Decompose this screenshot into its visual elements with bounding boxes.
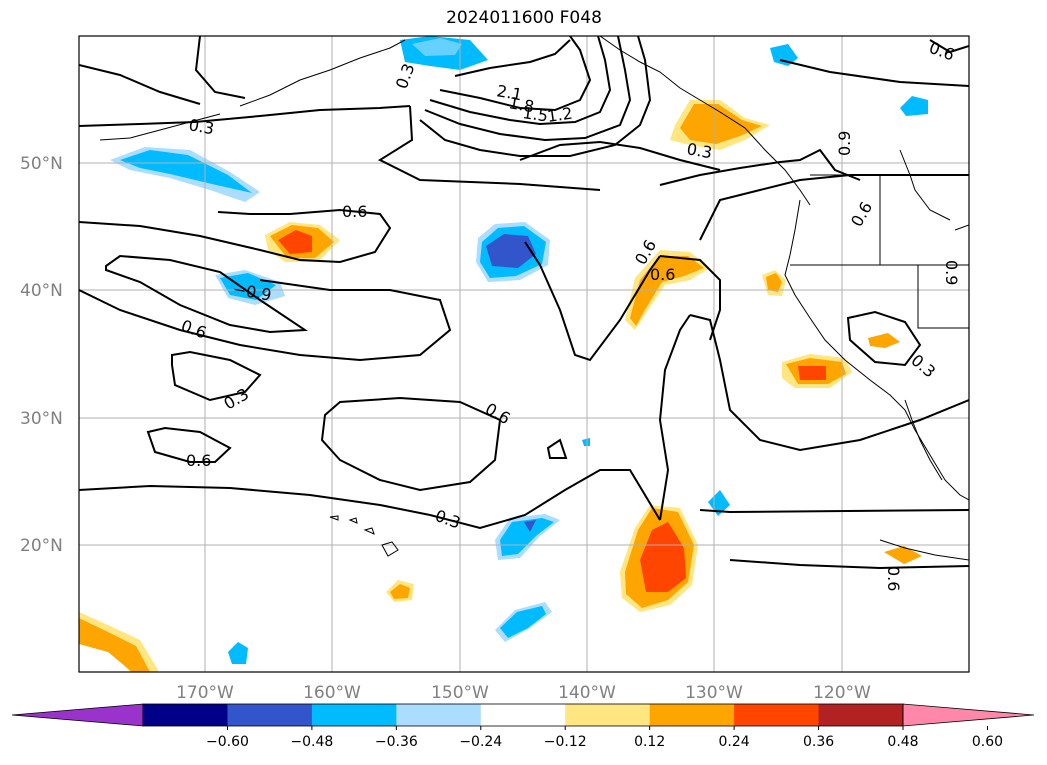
colorbar: −0.60 −0.48 −0.36 −0.24 −0.12 0.12 0.24 0.36 0.4… — [11, 703, 1035, 750]
map-frame — [78, 35, 970, 673]
colorbar-segment — [227, 704, 313, 726]
longitude-labels: 170°W 160°W 150°W 140°W 130°W 120°W — [176, 683, 871, 703]
colorbar-tick-label: 0.24 — [719, 734, 750, 750]
colorbar-extend-low — [11, 703, 144, 727]
colorbar-segment — [818, 704, 904, 726]
lon-label-130w: 130°W — [685, 683, 743, 703]
contour-high-center — [454, 39, 571, 77]
contour-label: 1.8 — [507, 93, 535, 116]
colorbar-segment — [480, 704, 566, 726]
map-title: 2024011600 F048 — [446, 8, 602, 28]
contour-label: 0.9 — [835, 131, 854, 156]
latitude-labels: 50°N 40°N 30°N 20°N — [20, 154, 63, 556]
colorbar-tick-label: 0.12 — [634, 734, 665, 750]
colorbar-tick-label: −0.12 — [544, 734, 587, 750]
contour-label: 0.6 — [884, 566, 903, 591]
lat-label-20n: 20°N — [20, 536, 63, 556]
contour-label: 0.9 — [942, 260, 961, 285]
colorbar-segment — [396, 704, 482, 726]
lon-label-160w: 160°W — [303, 683, 361, 703]
contour-label: 1.2 — [546, 104, 574, 126]
colorbar-tick-label: −0.48 — [290, 734, 333, 750]
lat-label-50n: 50°N — [20, 154, 63, 174]
colorbar-segment — [734, 704, 820, 726]
contour-label: 1.5 — [521, 103, 549, 125]
colorbar-segment — [143, 704, 228, 726]
lon-label-150w: 150°W — [431, 683, 489, 703]
colorbar-tick-label: −0.60 — [206, 734, 249, 750]
colorbar-tick-label: −0.36 — [375, 734, 418, 750]
colorbar-outline — [142, 703, 904, 727]
contour-label: 0.3 — [187, 115, 215, 138]
colorbar-segment — [565, 704, 651, 726]
lon-label-120w: 120°W — [813, 683, 871, 703]
colorbar-extend-high — [902, 703, 1035, 727]
colorbar-tick-label: 0.60 — [972, 734, 1003, 750]
colorbar-tick-label: 0.48 — [887, 734, 918, 750]
contours — [79, 36, 969, 570]
lat-label-30n: 30°N — [20, 409, 63, 429]
colorbar-tick-label: 0.36 — [803, 734, 834, 750]
contour-label: 0.3 — [685, 139, 713, 162]
contour-label: 0.6 — [650, 265, 675, 284]
colorbar-tick-label: −0.24 — [459, 734, 502, 750]
lon-label-170w: 170°W — [176, 683, 234, 703]
colorbar-segment — [311, 704, 397, 726]
lon-label-140w: 140°W — [558, 683, 616, 703]
colorbar-segment — [649, 704, 735, 726]
contour-label: 2.1 — [495, 81, 523, 104]
lat-label-40n: 40°N — [20, 281, 63, 301]
contour-label: 0.6 — [186, 451, 211, 470]
contour-label: 0.6 — [342, 202, 367, 221]
